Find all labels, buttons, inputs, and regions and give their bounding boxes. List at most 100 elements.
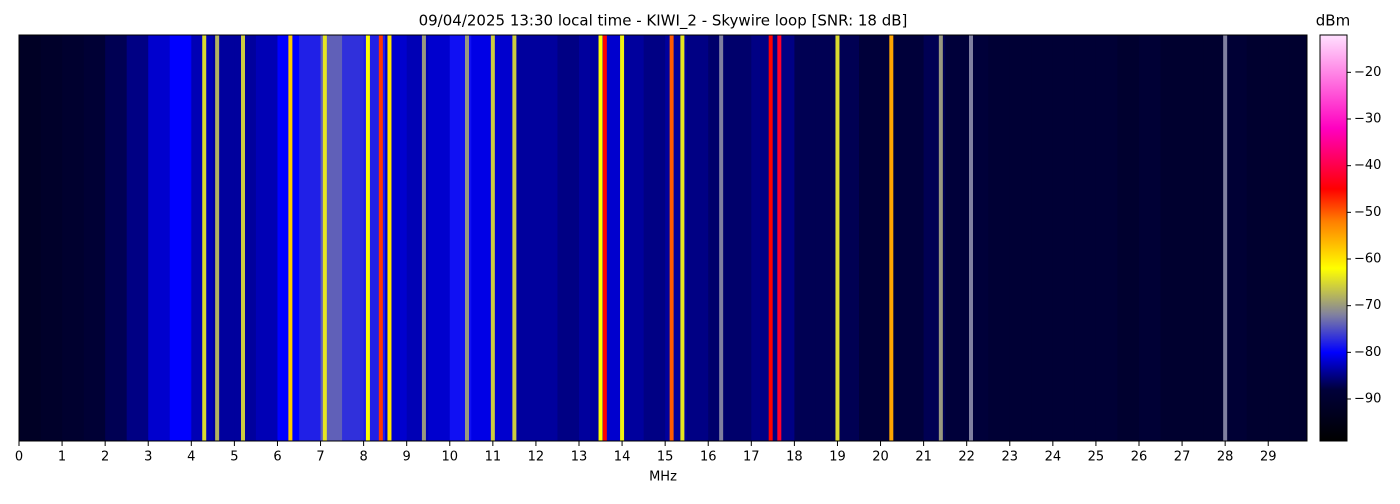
- x-tick-label: 11: [485, 450, 502, 465]
- spectrum-band: [83, 35, 106, 441]
- spectrum-band: [988, 35, 1011, 441]
- colorbar-tick-label: −70: [1354, 298, 1381, 313]
- spectrum-band: [1117, 35, 1140, 441]
- x-tick-label: 25: [1088, 450, 1105, 465]
- signal-line: [421, 35, 426, 441]
- spectrum-band: [126, 35, 149, 441]
- signal-line: [777, 35, 782, 441]
- spectrum-band: [1009, 35, 1032, 441]
- spectrum-band: [62, 35, 85, 441]
- x-tick-label: 21: [915, 450, 932, 465]
- spectrum-band: [492, 35, 515, 441]
- signal-line: [669, 35, 674, 441]
- signal-line: [465, 35, 469, 441]
- spectrum-band: [794, 35, 817, 441]
- x-tick-label: 4: [187, 450, 195, 465]
- x-tick-label: 26: [1131, 450, 1148, 465]
- spectrum-band: [1182, 35, 1205, 441]
- spectrum-band: [1052, 35, 1075, 441]
- spectrum-band: [1225, 35, 1248, 441]
- spectrum-band: [299, 35, 322, 441]
- signal-line: [387, 35, 392, 441]
- spectrum-band: [945, 35, 968, 441]
- signal-line: [490, 35, 495, 441]
- x-tick-label: 28: [1217, 450, 1234, 465]
- colorbar-tick-label: −50: [1354, 205, 1381, 220]
- spectrum-band: [859, 35, 882, 441]
- signal-line: [938, 35, 943, 441]
- spectrum-band: [428, 35, 451, 441]
- spectrum-band: [1289, 35, 1307, 441]
- x-tick-label: 27: [1174, 450, 1191, 465]
- chart-title: 09/04/2025 13:30 local time - KIWI_2 - S…: [419, 12, 908, 31]
- x-tick-label: 1: [58, 450, 66, 465]
- signal-line: [288, 35, 293, 441]
- spectrum-band: [1074, 35, 1097, 441]
- colorbar-tick-label: −30: [1354, 112, 1381, 127]
- spectrum-band: [234, 35, 257, 441]
- x-tick-label: 5: [230, 450, 238, 465]
- spectrum-band: [40, 35, 63, 441]
- spectrum-band: [1031, 35, 1054, 441]
- spectrum-band: [902, 35, 925, 441]
- signal-line: [215, 35, 220, 441]
- x-tick-label: 3: [144, 450, 152, 465]
- spectrum-band: [1160, 35, 1183, 441]
- colorbar-tick-label: −90: [1354, 392, 1381, 407]
- x-axis-label: MHz: [649, 470, 677, 485]
- spectrum-band: [643, 35, 666, 441]
- signal-line: [378, 35, 383, 441]
- signal-line: [768, 35, 773, 441]
- spectrum-band: [535, 35, 558, 441]
- x-tick-label: 16: [700, 450, 717, 465]
- spectrum-band: [19, 35, 42, 441]
- signal-line: [322, 35, 327, 441]
- spectrum-band: [772, 35, 795, 441]
- x-tick-label: 0: [15, 450, 23, 465]
- spectrum-band: [622, 35, 645, 441]
- spectrum-band: [1139, 35, 1162, 441]
- signal-line: [969, 35, 973, 441]
- colorbar-tick-label: −60: [1354, 252, 1381, 267]
- x-tick-label: 20: [872, 450, 889, 465]
- x-tick-label: 29: [1260, 450, 1277, 465]
- colorbar-tick-label: −20: [1354, 65, 1381, 80]
- spectrum-band: [751, 35, 774, 441]
- x-tick-label: 18: [786, 450, 803, 465]
- spectrum-band: [105, 35, 128, 441]
- signal-line: [620, 35, 625, 441]
- signal-line: [598, 35, 603, 441]
- x-tick-label: 8: [359, 450, 367, 465]
- spectrum-band: [837, 35, 860, 441]
- signal-line: [241, 35, 245, 441]
- colorbar-tick-label: −40: [1354, 158, 1381, 173]
- colorbar: [1319, 34, 1348, 442]
- spectrum-band: [471, 35, 494, 441]
- x-tick-label: 7: [316, 450, 324, 465]
- x-tick-label: 24: [1045, 450, 1062, 465]
- spectrum-band: [579, 35, 602, 441]
- spectrum-band: [169, 35, 192, 441]
- spectrum-band: [148, 35, 171, 441]
- signal-line: [889, 35, 894, 441]
- x-tick-label: 17: [743, 450, 760, 465]
- x-tick-label: 2: [101, 450, 109, 465]
- plot-area: [19, 35, 1307, 441]
- signal-line: [835, 35, 840, 441]
- signal-line: [202, 35, 207, 441]
- colorbar-tick-label: −80: [1354, 345, 1381, 360]
- x-tick-label: 9: [403, 450, 411, 465]
- plot-frame: [18, 34, 1308, 442]
- spectrum-band: [1095, 35, 1118, 441]
- signal-line: [1223, 35, 1228, 441]
- spectrum-band: [1246, 35, 1269, 441]
- spectrum-band: [255, 35, 278, 441]
- x-tick-label: 23: [1001, 450, 1018, 465]
- signal-line: [719, 35, 724, 441]
- x-tick-label: 6: [273, 450, 281, 465]
- spectrum-band: [729, 35, 752, 441]
- spectrum-band: [557, 35, 580, 441]
- signal-line: [602, 35, 607, 441]
- spectrum-band: [342, 35, 365, 441]
